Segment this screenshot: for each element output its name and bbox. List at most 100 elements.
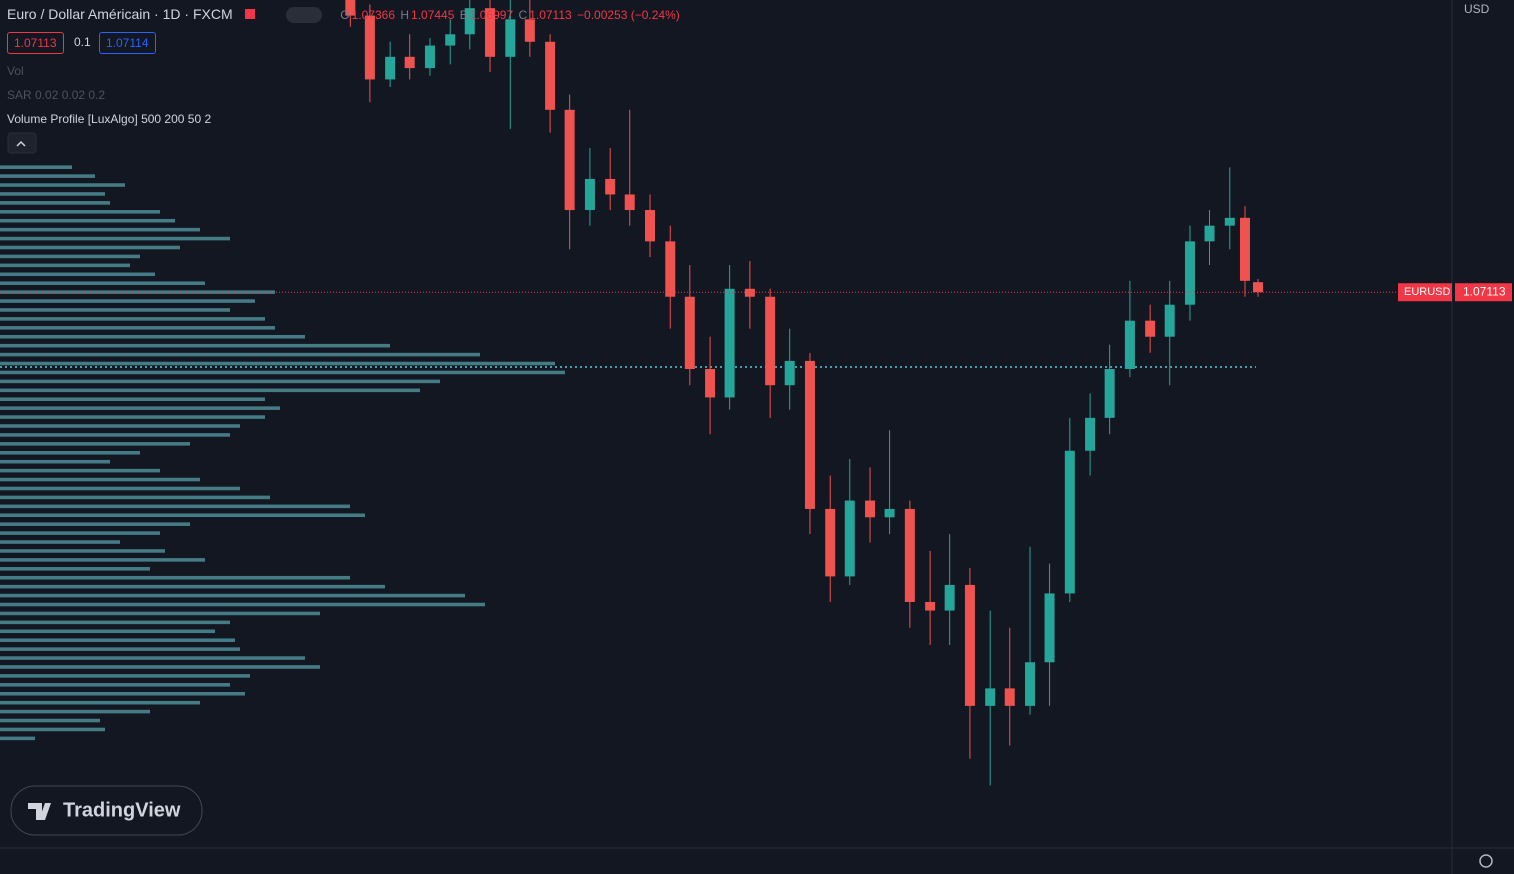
candle-body: [825, 508, 836, 577]
change: −0.00253 (−0.24%): [577, 8, 680, 22]
candle-body: [804, 360, 815, 509]
profile-bar: [0, 352, 480, 357]
candle-body: [1025, 662, 1036, 706]
profile-bar: [0, 245, 180, 250]
profile-bar: [0, 593, 465, 598]
profile-bar: [0, 388, 420, 393]
profile-bar: [0, 727, 105, 732]
candle-body: [944, 584, 955, 611]
profile-bar: [0, 629, 215, 634]
profile-bar: [0, 415, 265, 419]
flag[interactable]: [244, 9, 255, 19]
volume-profile: [0, 165, 1256, 741]
profile-bar: [0, 656, 305, 660]
candle-body: [1085, 417, 1096, 451]
ask-box[interactable]: 1.07114: [99, 32, 156, 54]
candle-body: [385, 56, 396, 80]
profile-bar: [0, 236, 230, 241]
bid-box[interactable]: 1.07113: [7, 32, 64, 54]
profile-bar: [0, 343, 390, 348]
candle-body: [445, 34, 456, 46]
profile-bar: [0, 691, 245, 696]
profile-bar: [0, 397, 265, 402]
vol-indicator[interactable]: Vol: [7, 64, 24, 78]
profile-bar: [0, 424, 240, 428]
profile-bar: [0, 709, 150, 714]
profile-bar: [0, 183, 125, 187]
profile-bar: [0, 290, 275, 294]
sar-indicator[interactable]: SAR 0.02 0.02 0.2: [7, 88, 106, 102]
candle-body: [1184, 241, 1195, 305]
profile-bar: [0, 486, 240, 491]
candle-body: [784, 360, 795, 386]
c-value: 1.07113: [529, 8, 572, 22]
candle-body: [925, 601, 936, 611]
profile-bar: [0, 281, 205, 285]
candle-body: [1044, 593, 1055, 663]
profile-bar: [0, 665, 320, 669]
profile-bar: [0, 567, 150, 571]
currency[interactable]: USD: [1464, 2, 1490, 16]
candle-body: [624, 194, 635, 211]
o-label: O: [340, 8, 350, 22]
profile-bar: [0, 370, 565, 375]
profile-bar: [0, 674, 250, 678]
profile-bar: [0, 379, 440, 384]
profile-bar: [0, 272, 155, 277]
candle-body: [884, 508, 895, 518]
candle-body: [684, 296, 695, 369]
candle-body: [424, 45, 435, 69]
candle-body: [865, 500, 876, 518]
candle-body: [844, 500, 855, 577]
profile-bar: [0, 549, 165, 553]
legend-row: Euro / Dollar Américain · 1D · FXCM O 1.0…: [7, 6, 684, 24]
profile-indicator[interactable]: Volume Profile [LuxAlgo] 500 200 50 2: [7, 112, 212, 126]
profile-bar: [0, 165, 72, 169]
profile-bar: [0, 450, 140, 455]
candle-body: [964, 584, 975, 706]
profile-bar: [0, 468, 160, 473]
candle-body: [1124, 320, 1135, 369]
last-price-label: 1.07113: [1463, 284, 1506, 298]
collapse-icon: [16, 140, 26, 147]
profile-bar: [0, 495, 270, 500]
profile-bar: [0, 700, 200, 705]
axes: EURUSD 1.07113: [1398, 283, 1512, 302]
profile-bar: [0, 299, 255, 303]
l-label: B: [459, 8, 468, 22]
candle-body: [505, 19, 516, 57]
profile-bar: [0, 218, 175, 223]
profile-bar: [0, 558, 205, 562]
profile-bar: [0, 317, 265, 321]
profile-bar: [0, 326, 275, 330]
profile-bar: [0, 513, 365, 518]
settings-icon[interactable]: [1479, 854, 1493, 868]
profile-bar: [0, 459, 110, 464]
candle-body: [1204, 225, 1215, 242]
candle-body: [1145, 320, 1156, 337]
candles: [0, 0, 1452, 786]
profile-bar: [0, 531, 160, 535]
logo-badge[interactable]: [10, 785, 203, 836]
candle-body: [1253, 282, 1264, 293]
candle-body: [724, 288, 735, 398]
candle-body: [705, 368, 716, 398]
candle-body: [1004, 688, 1015, 706]
profile-bar: [0, 602, 485, 607]
logo-mark: [28, 803, 51, 820]
status-pill[interactable]: [286, 7, 323, 24]
candle-body: [584, 178, 595, 211]
l-value: 1.06997: [469, 8, 514, 22]
symbol: Euro / Dollar Américain · 1D · FXCM: [7, 6, 233, 22]
candle-body: [665, 241, 676, 297]
candle-body: [1224, 217, 1235, 226]
candle-body: [1104, 368, 1115, 418]
candle-body: [1164, 304, 1175, 337]
candle-body: [564, 109, 575, 211]
candle-body: [765, 296, 776, 386]
c-label: C: [518, 8, 528, 22]
profile-bar: [0, 308, 230, 312]
profile-bar: [0, 638, 235, 642]
profile-bar: [0, 575, 350, 580]
